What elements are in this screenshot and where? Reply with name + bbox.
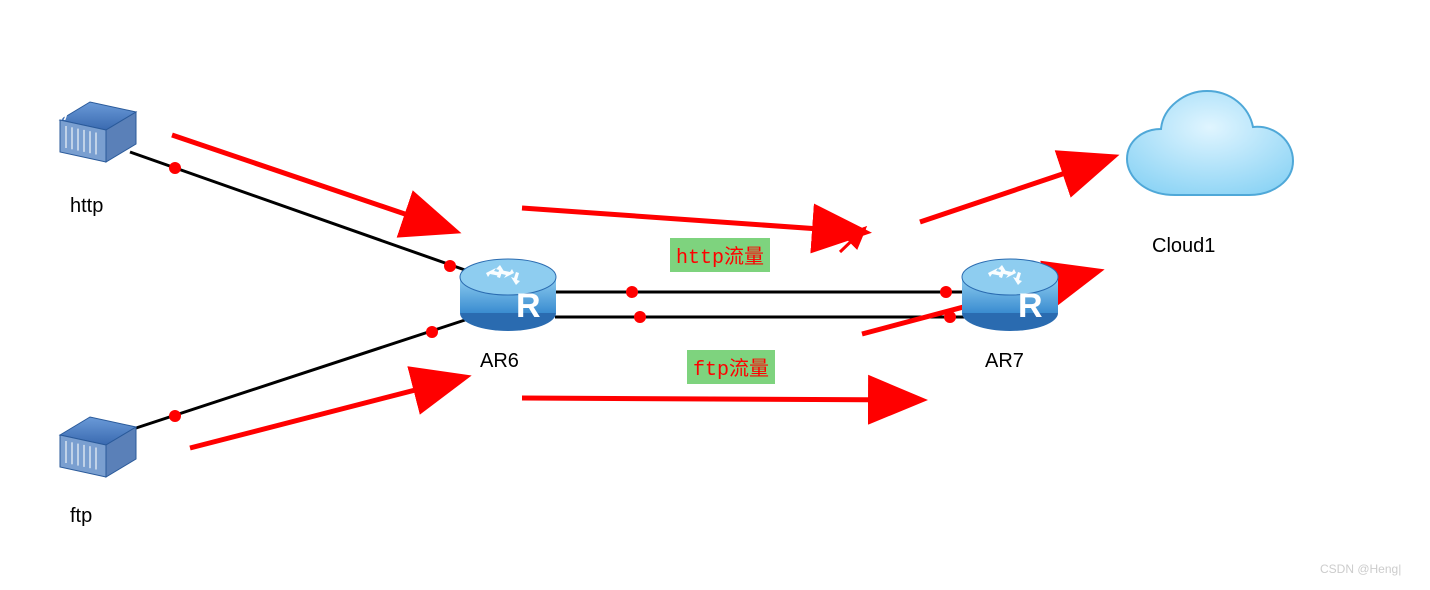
http-traffic-label: http流量: [670, 238, 770, 272]
ftp-server-label: ftp: [70, 505, 92, 528]
ftp-traffic-label: ftp流量: [687, 350, 775, 384]
cloud1-label: Cloud1: [1152, 235, 1215, 258]
router-icon: R: [460, 259, 556, 331]
nodes: .COM .COM R R: [0, 91, 1293, 477]
server-icon: .COM: [0, 417, 136, 477]
ar7-label: AR7: [985, 350, 1024, 373]
svg-text:R: R: [516, 287, 541, 325]
http-server-label: http: [70, 195, 103, 218]
svg-text:R: R: [1018, 287, 1043, 325]
ar6-label: AR6: [480, 350, 519, 373]
router-icon: R: [962, 259, 1058, 331]
network-diagram: .COM .COM R R http流量 ftp流量 http ftp AR6 AR7…: [0, 0, 1430, 590]
cloud-icon: [1127, 91, 1293, 195]
server-icon: .COM: [31, 102, 136, 162]
watermark: CSDN @Heng|: [1320, 562, 1401, 576]
diagram-svg: .COM .COM R R: [0, 0, 1430, 590]
